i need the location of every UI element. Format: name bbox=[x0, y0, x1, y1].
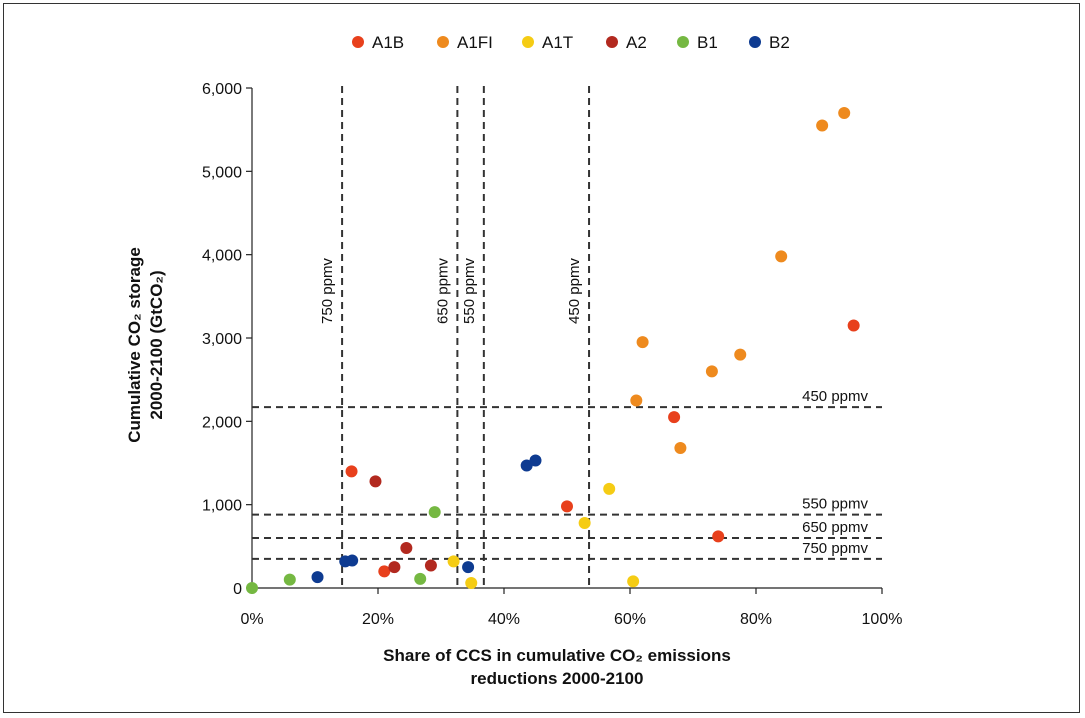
chart-frame bbox=[3, 3, 1080, 713]
vertical-reference-label: 650 ppmv bbox=[434, 258, 451, 324]
legend-label-a1fi: A1FI bbox=[457, 33, 493, 52]
reference-lines: 750 ppmv 650 ppmv 550 ppmv 450 ppmv 450 ppmv… bbox=[252, 86, 882, 588]
horizontal-reference-label: 550 ppmv bbox=[802, 496, 868, 513]
data-point-b2 bbox=[346, 554, 359, 567]
data-point-a1fi bbox=[674, 442, 687, 454]
y-tick-label: 4,000 bbox=[202, 248, 242, 265]
horizontal-reference-label: 650 ppmv bbox=[802, 519, 868, 536]
data-point-a1fi bbox=[838, 107, 851, 119]
data-point-b1 bbox=[283, 573, 296, 586]
y-tick-label: 1,000 bbox=[202, 498, 242, 515]
legend-label-b2: B2 bbox=[769, 33, 790, 52]
x-tick-label: 100% bbox=[862, 611, 903, 628]
legend-marker-b2 bbox=[749, 36, 761, 48]
legend-marker-a1fi bbox=[437, 36, 449, 48]
vertical-reference-label: 550 ppmv bbox=[461, 258, 478, 324]
data-point-b1 bbox=[414, 572, 427, 585]
data-point-a1t bbox=[627, 575, 640, 588]
legend-label-a1t: A1T bbox=[542, 33, 573, 52]
data-point-a1b bbox=[378, 565, 391, 578]
axes: 0 1,000 2,000 3,000 4,000 5,000 6,000 0% 20% 40% 6… bbox=[202, 81, 903, 628]
data-point-b2 bbox=[462, 561, 475, 574]
data-point-b2 bbox=[520, 459, 533, 472]
y-axis-title-line-1: Cumulative CO₂ storage bbox=[125, 247, 144, 443]
legend-label-a1b: A1B bbox=[372, 33, 404, 52]
data-point-a2 bbox=[424, 559, 437, 572]
horizontal-reference-label: 450 ppmv bbox=[802, 388, 868, 405]
y-tick-label: 2,000 bbox=[202, 414, 242, 431]
data-point-a1fi bbox=[630, 394, 643, 407]
data-point-a1b bbox=[668, 411, 681, 424]
vertical-reference-label: 450 ppmv bbox=[566, 258, 583, 324]
data-point-a1t bbox=[603, 482, 616, 495]
data-point-a1fi bbox=[734, 348, 747, 361]
x-tick-label: 40% bbox=[488, 611, 520, 628]
y-tick-label: 3,000 bbox=[202, 331, 242, 348]
legend-label-a2: A2 bbox=[626, 33, 647, 52]
data-point-a1b bbox=[345, 465, 358, 478]
data-point-a1fi bbox=[775, 250, 788, 263]
data-points bbox=[246, 107, 860, 594]
data-point-a1fi bbox=[705, 365, 718, 378]
x-tick-label: 0% bbox=[240, 611, 263, 628]
data-point-a1b bbox=[712, 530, 725, 543]
data-point-a2 bbox=[400, 542, 413, 554]
data-point-a1fi bbox=[636, 336, 649, 349]
y-tick-label: 6,000 bbox=[202, 81, 242, 98]
data-point-a1t bbox=[578, 517, 591, 529]
y-tick-label: 5,000 bbox=[202, 164, 242, 181]
data-point-a1fi bbox=[816, 119, 829, 132]
data-point-b2 bbox=[529, 454, 542, 467]
horizontal-reference-label: 750 ppmv bbox=[802, 540, 868, 557]
legend-marker-a1b bbox=[352, 36, 364, 48]
y-tick-label: 0 bbox=[233, 581, 242, 598]
data-point-a2 bbox=[369, 475, 382, 488]
data-point-b1 bbox=[428, 506, 441, 519]
x-tick-label: 80% bbox=[740, 611, 772, 628]
vertical-reference-label: 750 ppmv bbox=[319, 258, 336, 324]
x-tick-label: 20% bbox=[362, 611, 394, 628]
data-point-b1 bbox=[246, 582, 258, 594]
data-point-a1t bbox=[465, 577, 478, 589]
legend-marker-a2 bbox=[606, 36, 618, 48]
x-axis-title-line-2: reductions 2000-2100 bbox=[471, 669, 644, 688]
data-point-a1b bbox=[847, 319, 860, 332]
y-axis-title-line-2: 2000-2100 (GtCO₂) bbox=[147, 270, 166, 419]
data-point-a1b bbox=[561, 500, 573, 513]
data-point-a1t bbox=[447, 555, 460, 568]
data-point-b2 bbox=[311, 571, 324, 584]
x-tick-label: 60% bbox=[614, 611, 646, 628]
legend: A1B A1FI A1T A2 B1 B2 bbox=[352, 33, 790, 52]
data-point-a2 bbox=[388, 561, 401, 574]
legend-marker-b1 bbox=[677, 36, 689, 48]
legend-label-b1: B1 bbox=[697, 33, 718, 52]
x-axis-title-line-1: Share of CCS in cumulative CO₂ emissions bbox=[383, 646, 731, 665]
legend-marker-a1t bbox=[522, 36, 534, 48]
